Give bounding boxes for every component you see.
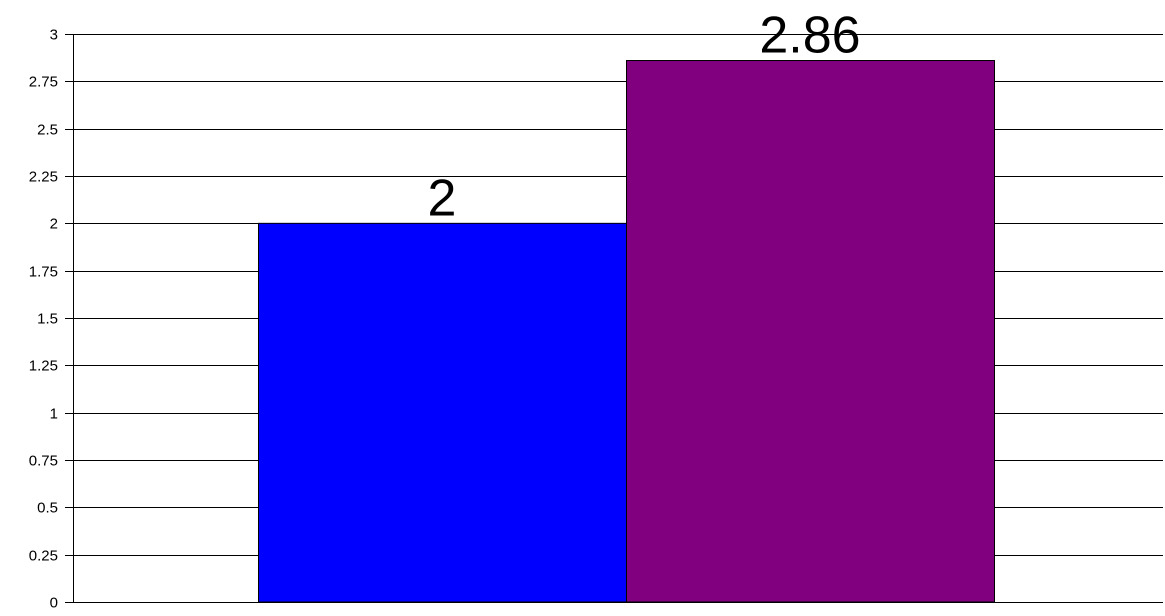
y-tick-label: 2.25 bbox=[29, 169, 58, 186]
data-labels: 22.86 bbox=[428, 7, 861, 228]
bar-value-label: 2 bbox=[428, 169, 457, 227]
y-tick-label: 2.75 bbox=[29, 74, 58, 91]
y-tick-label: 1.25 bbox=[29, 358, 58, 375]
y-tick-label: 1 bbox=[50, 406, 58, 423]
y-tick-label: 2 bbox=[50, 216, 58, 233]
y-tick-label: 1.75 bbox=[29, 264, 58, 281]
bar-value-label: 2.86 bbox=[759, 7, 860, 65]
y-tick-label: 0.25 bbox=[29, 548, 58, 565]
y-tick-label: 0.5 bbox=[37, 500, 58, 517]
y-axis-ticks: 0 0.25 0.5 0.75 1 1.25 1.5 1.75 2 2.25 2.5 2.75 3 bbox=[29, 27, 73, 612]
bar bbox=[626, 60, 995, 603]
y-tick-label: 2.5 bbox=[37, 122, 58, 139]
y-tick-label: 0 bbox=[50, 595, 58, 612]
y-tick-label: 0.75 bbox=[29, 453, 58, 470]
bar bbox=[258, 222, 627, 603]
y-tick-label: 3 bbox=[50, 27, 58, 44]
bars bbox=[258, 60, 995, 603]
y-tick-label: 1.5 bbox=[37, 311, 58, 328]
